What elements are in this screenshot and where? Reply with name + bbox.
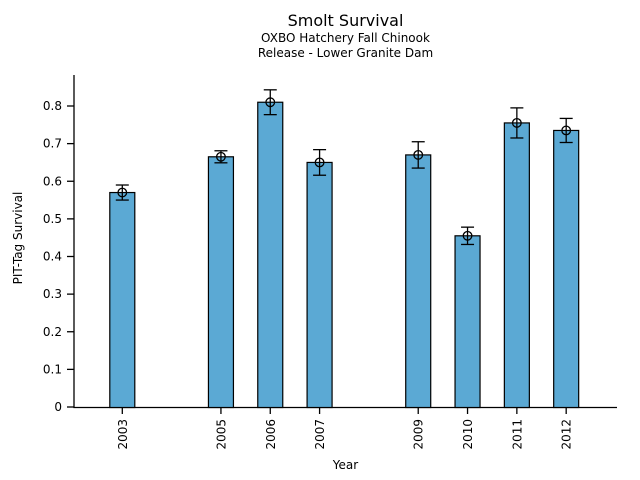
x-tick-label-2012: 2012 <box>560 419 574 450</box>
chart-subtitle-line1: OXBO Hatchery Fall Chinook <box>261 31 430 45</box>
survival-marker-2011 <box>511 117 522 128</box>
bar-2005 <box>207 156 235 409</box>
survival-marker-2005 <box>215 151 226 162</box>
bar-2011 <box>503 122 530 409</box>
y-tick-label: 0.8 <box>43 99 62 113</box>
bar-2007 <box>306 161 333 409</box>
y-tick-label: 0.5 <box>43 212 62 226</box>
bar-2009 <box>405 154 432 409</box>
survival-marker-2006 <box>265 97 276 108</box>
x-tick-label-2006: 2006 <box>264 419 278 450</box>
survival-marker-2010 <box>462 230 473 241</box>
y-tick-label: 0.3 <box>43 287 62 301</box>
chart-subtitle-line2: Release - Lower Granite Dam <box>257 46 434 60</box>
x-tick-label-2010: 2010 <box>461 419 475 450</box>
x-tick-label-2009: 2009 <box>412 419 426 450</box>
survival-marker-2007 <box>314 157 325 168</box>
bar-2012 <box>553 129 580 409</box>
y-tick-label: 0.2 <box>43 325 62 339</box>
bar-2010 <box>454 235 481 409</box>
x-tick-label-2005: 2005 <box>214 419 228 450</box>
y-tick-label: 0.1 <box>43 362 62 376</box>
y-tick-label: 0.4 <box>43 250 62 264</box>
bar-2006 <box>257 101 284 409</box>
y-tick-label: 0 <box>54 400 62 414</box>
y-axis-label: PIT-Tag Survival <box>11 191 25 285</box>
bar-2003 <box>109 191 136 409</box>
survival-marker-2009 <box>413 149 424 160</box>
x-axis-label: Year <box>332 458 359 472</box>
x-tick-label-2011: 2011 <box>510 419 524 450</box>
y-tick-label: 0.7 <box>43 137 62 151</box>
survival-marker-2012 <box>561 125 572 136</box>
survival-marker-2003 <box>117 187 128 198</box>
x-tick-label-2003: 2003 <box>116 419 130 450</box>
y-tick-label: 0.6 <box>43 174 62 188</box>
chart-title: Smolt Survival <box>287 11 404 30</box>
x-tick-label-2007: 2007 <box>313 419 327 450</box>
axis-spines <box>73 75 617 409</box>
